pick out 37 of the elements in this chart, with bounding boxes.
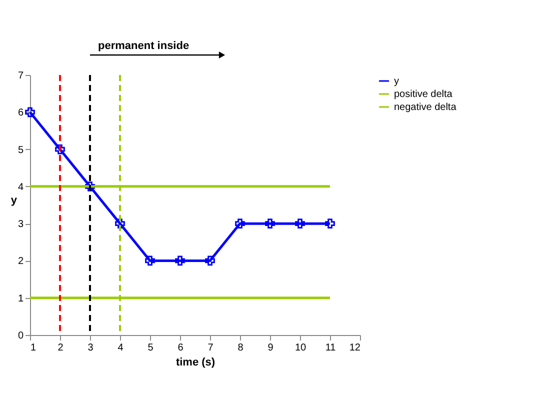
point (25, 107, 35, 118)
legend-label: positive delta (394, 89, 453, 100)
x-axis-title: time (s) (176, 356, 216, 368)
x-tick-label: 5 (148, 342, 154, 354)
x-tick-label: 8 (238, 342, 244, 354)
point (205, 256, 215, 266)
point (295, 218, 305, 229)
x-tick-label: 12 (349, 342, 361, 354)
y-tick-label: 6 (18, 108, 24, 119)
x-tick-label: 3 (88, 342, 94, 354)
y-tick-label: 5 (18, 144, 24, 156)
y-axis-title: y (10, 194, 18, 206)
legend-label: y (394, 76, 399, 87)
y-tick-label: 2 (18, 256, 24, 268)
point (175, 256, 185, 266)
y-tick-label: 0 (18, 330, 24, 342)
point (55, 144, 65, 154)
point (145, 256, 155, 266)
x-tick-label: 7 (208, 342, 214, 354)
point (325, 218, 335, 229)
point (265, 218, 275, 229)
y-tick-label: 4 (18, 182, 24, 193)
y-tick-label: 1 (18, 293, 24, 304)
y-tick-label: 7 (18, 70, 24, 82)
y-tick-label: 3 (18, 219, 24, 230)
x-tick-label: 9 (268, 342, 274, 354)
point (85, 181, 95, 192)
point (235, 218, 245, 229)
point (115, 218, 125, 229)
x-tick-label: 2 (58, 342, 64, 354)
x-tick-label: 10 (294, 342, 306, 354)
legend-label: negative delta (394, 102, 457, 113)
x-tick-label: 11 (325, 342, 336, 354)
x-tick-label: 4 (118, 342, 124, 354)
ref-line-label: permanent inside (98, 40, 190, 52)
x-tick-label: 6 (178, 342, 184, 354)
x-tick-label: 1 (30, 342, 36, 354)
